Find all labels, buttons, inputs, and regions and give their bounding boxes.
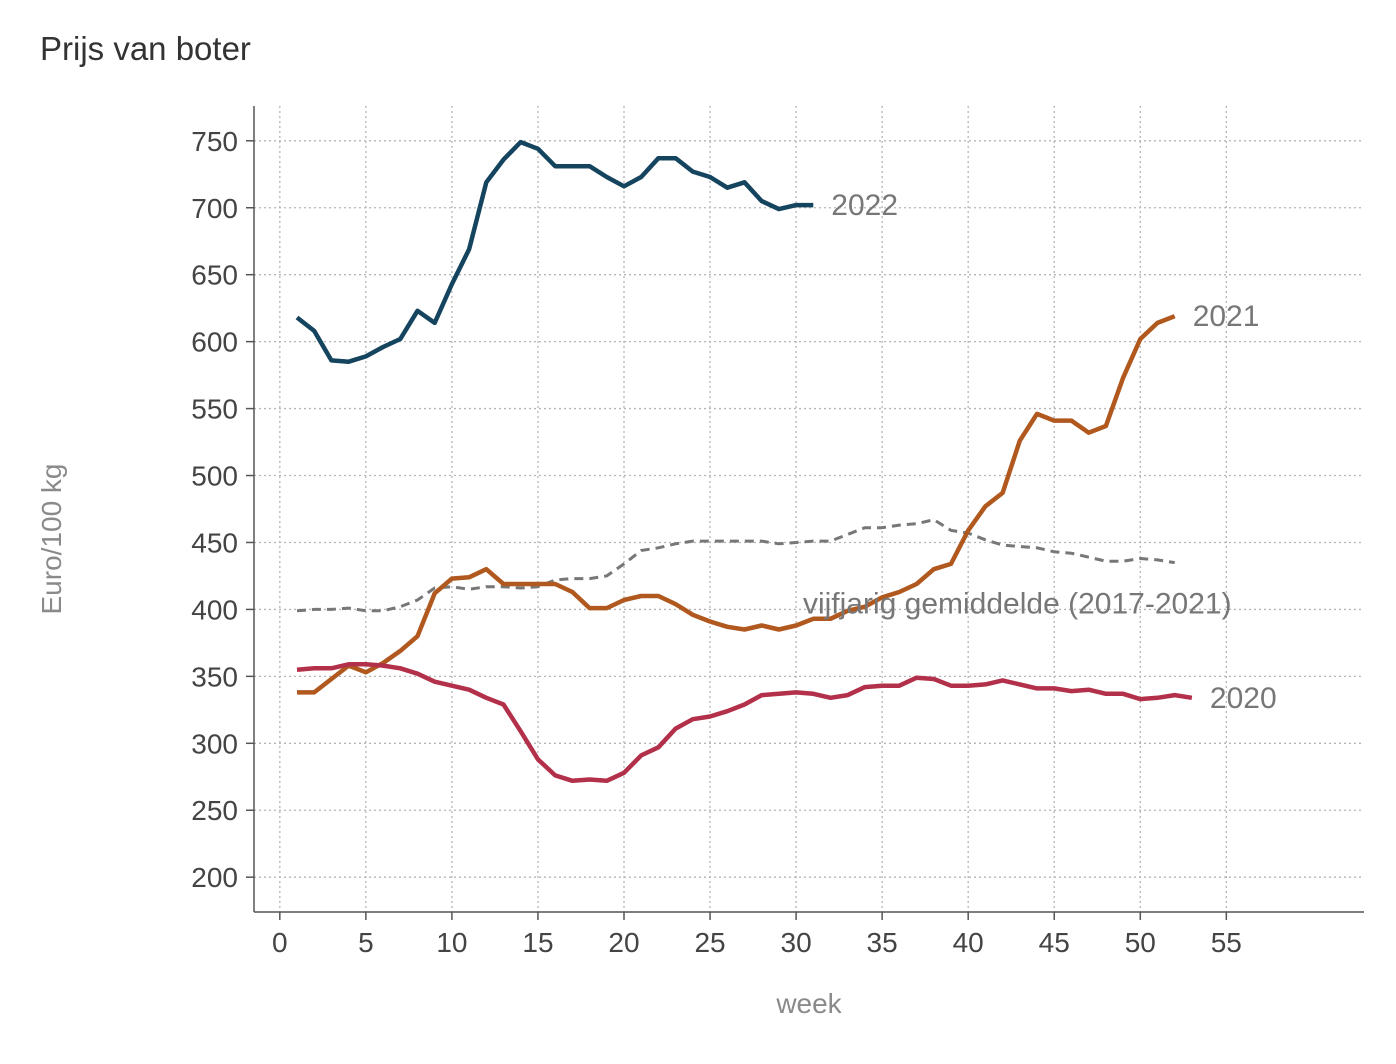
chart-title: Prijs van boter [40,30,251,67]
y-tick-label: 300 [191,728,238,759]
y-tick-label: 600 [191,327,238,358]
x-tick-label: 40 [953,927,984,958]
series-label-2021: 2021 [1193,300,1260,333]
x-axis-ticks: 0 5 10 15 20 25 30 35 40 45 50 55 [272,912,1242,958]
x-tick-label: 35 [867,927,898,958]
x-tick-label: 20 [608,927,639,958]
x-tick-label: 15 [522,927,553,958]
x-axis-label: week [775,988,842,1019]
series-line-2021 [297,314,1176,695]
x-tick-label: 10 [436,927,467,958]
x-tick-label: 50 [1125,927,1156,958]
y-tick-label: 700 [191,193,238,224]
x-tick-label: 55 [1211,927,1242,958]
y-tick-label: 400 [191,594,238,625]
y-tick-label: 500 [191,461,238,492]
x-tick-label: 45 [1039,927,1070,958]
y-tick-label: 350 [191,661,238,692]
series-labels: 2022 2021 2020 vijfjarig gemiddelde (2017-2… [803,189,1277,715]
y-tick-label: 200 [191,862,238,893]
series-label-2022: 2022 [831,189,898,222]
y-axis-label: Euro/100 kg [36,464,67,615]
series-label-vijfjarig-gemiddelde-2017-2021-: vijfjarig gemiddelde (2017-2021) [803,587,1232,620]
y-axis-ticks: 200 250 300 350 400 450 500 550 600 650 700 750 [191,126,254,893]
x-tick-label: 25 [694,927,725,958]
series-lines [295,139,1193,784]
series-line-2020 [296,662,1193,784]
series-label-2020: 2020 [1210,682,1277,715]
grid [254,106,1364,912]
series-line-2022 [295,139,814,364]
x-tick-label: 5 [358,927,374,958]
y-tick-label: 450 [191,527,238,558]
x-tick-label: 30 [781,927,812,958]
y-tick-label: 650 [191,260,238,291]
y-tick-label: 750 [191,126,238,157]
axes [253,106,1364,913]
x-tick-label: 0 [272,927,288,958]
y-tick-label: 550 [191,394,238,425]
y-tick-label: 250 [191,795,238,826]
